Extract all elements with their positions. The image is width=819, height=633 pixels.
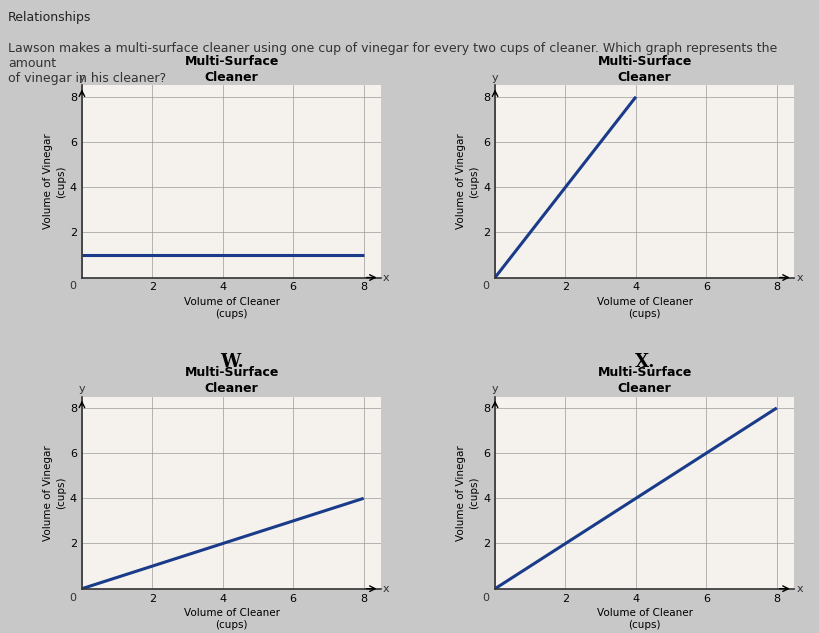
Title: Multi-Surface
Cleaner: Multi-Surface Cleaner: [598, 367, 692, 396]
X-axis label: Volume of Cleaner
(cups): Volume of Cleaner (cups): [183, 296, 279, 319]
Text: y: y: [491, 73, 498, 83]
Text: 0: 0: [69, 282, 76, 291]
Text: 0: 0: [482, 592, 489, 603]
Text: 0: 0: [69, 592, 76, 603]
Y-axis label: Volume of Vinegar
(cups): Volume of Vinegar (cups): [43, 134, 66, 229]
Text: Lawson makes a multi-surface cleaner using one cup of vinegar for every two cups: Lawson makes a multi-surface cleaner usi…: [8, 42, 777, 85]
Y-axis label: Volume of Vinegar
(cups): Volume of Vinegar (cups): [456, 445, 479, 541]
Text: W.: W.: [219, 353, 243, 371]
Text: X.: X.: [635, 353, 655, 371]
Text: x: x: [796, 584, 803, 594]
Title: Multi-Surface
Cleaner: Multi-Surface Cleaner: [184, 55, 278, 84]
Y-axis label: Volume of Vinegar
(cups): Volume of Vinegar (cups): [456, 134, 479, 229]
Text: y: y: [79, 73, 85, 83]
X-axis label: Volume of Cleaner
(cups): Volume of Cleaner (cups): [597, 296, 693, 319]
Text: 0: 0: [482, 282, 489, 291]
Title: Multi-Surface
Cleaner: Multi-Surface Cleaner: [598, 55, 692, 84]
Text: x: x: [383, 273, 390, 282]
Text: y: y: [491, 384, 498, 394]
Title: Multi-Surface
Cleaner: Multi-Surface Cleaner: [184, 367, 278, 396]
Text: Relationships: Relationships: [8, 11, 92, 25]
X-axis label: Volume of Cleaner
(cups): Volume of Cleaner (cups): [597, 608, 693, 630]
Text: y: y: [79, 384, 85, 394]
Y-axis label: Volume of Vinegar
(cups): Volume of Vinegar (cups): [43, 445, 66, 541]
X-axis label: Volume of Cleaner
(cups): Volume of Cleaner (cups): [183, 608, 279, 630]
Text: x: x: [383, 584, 390, 594]
Text: x: x: [796, 273, 803, 282]
